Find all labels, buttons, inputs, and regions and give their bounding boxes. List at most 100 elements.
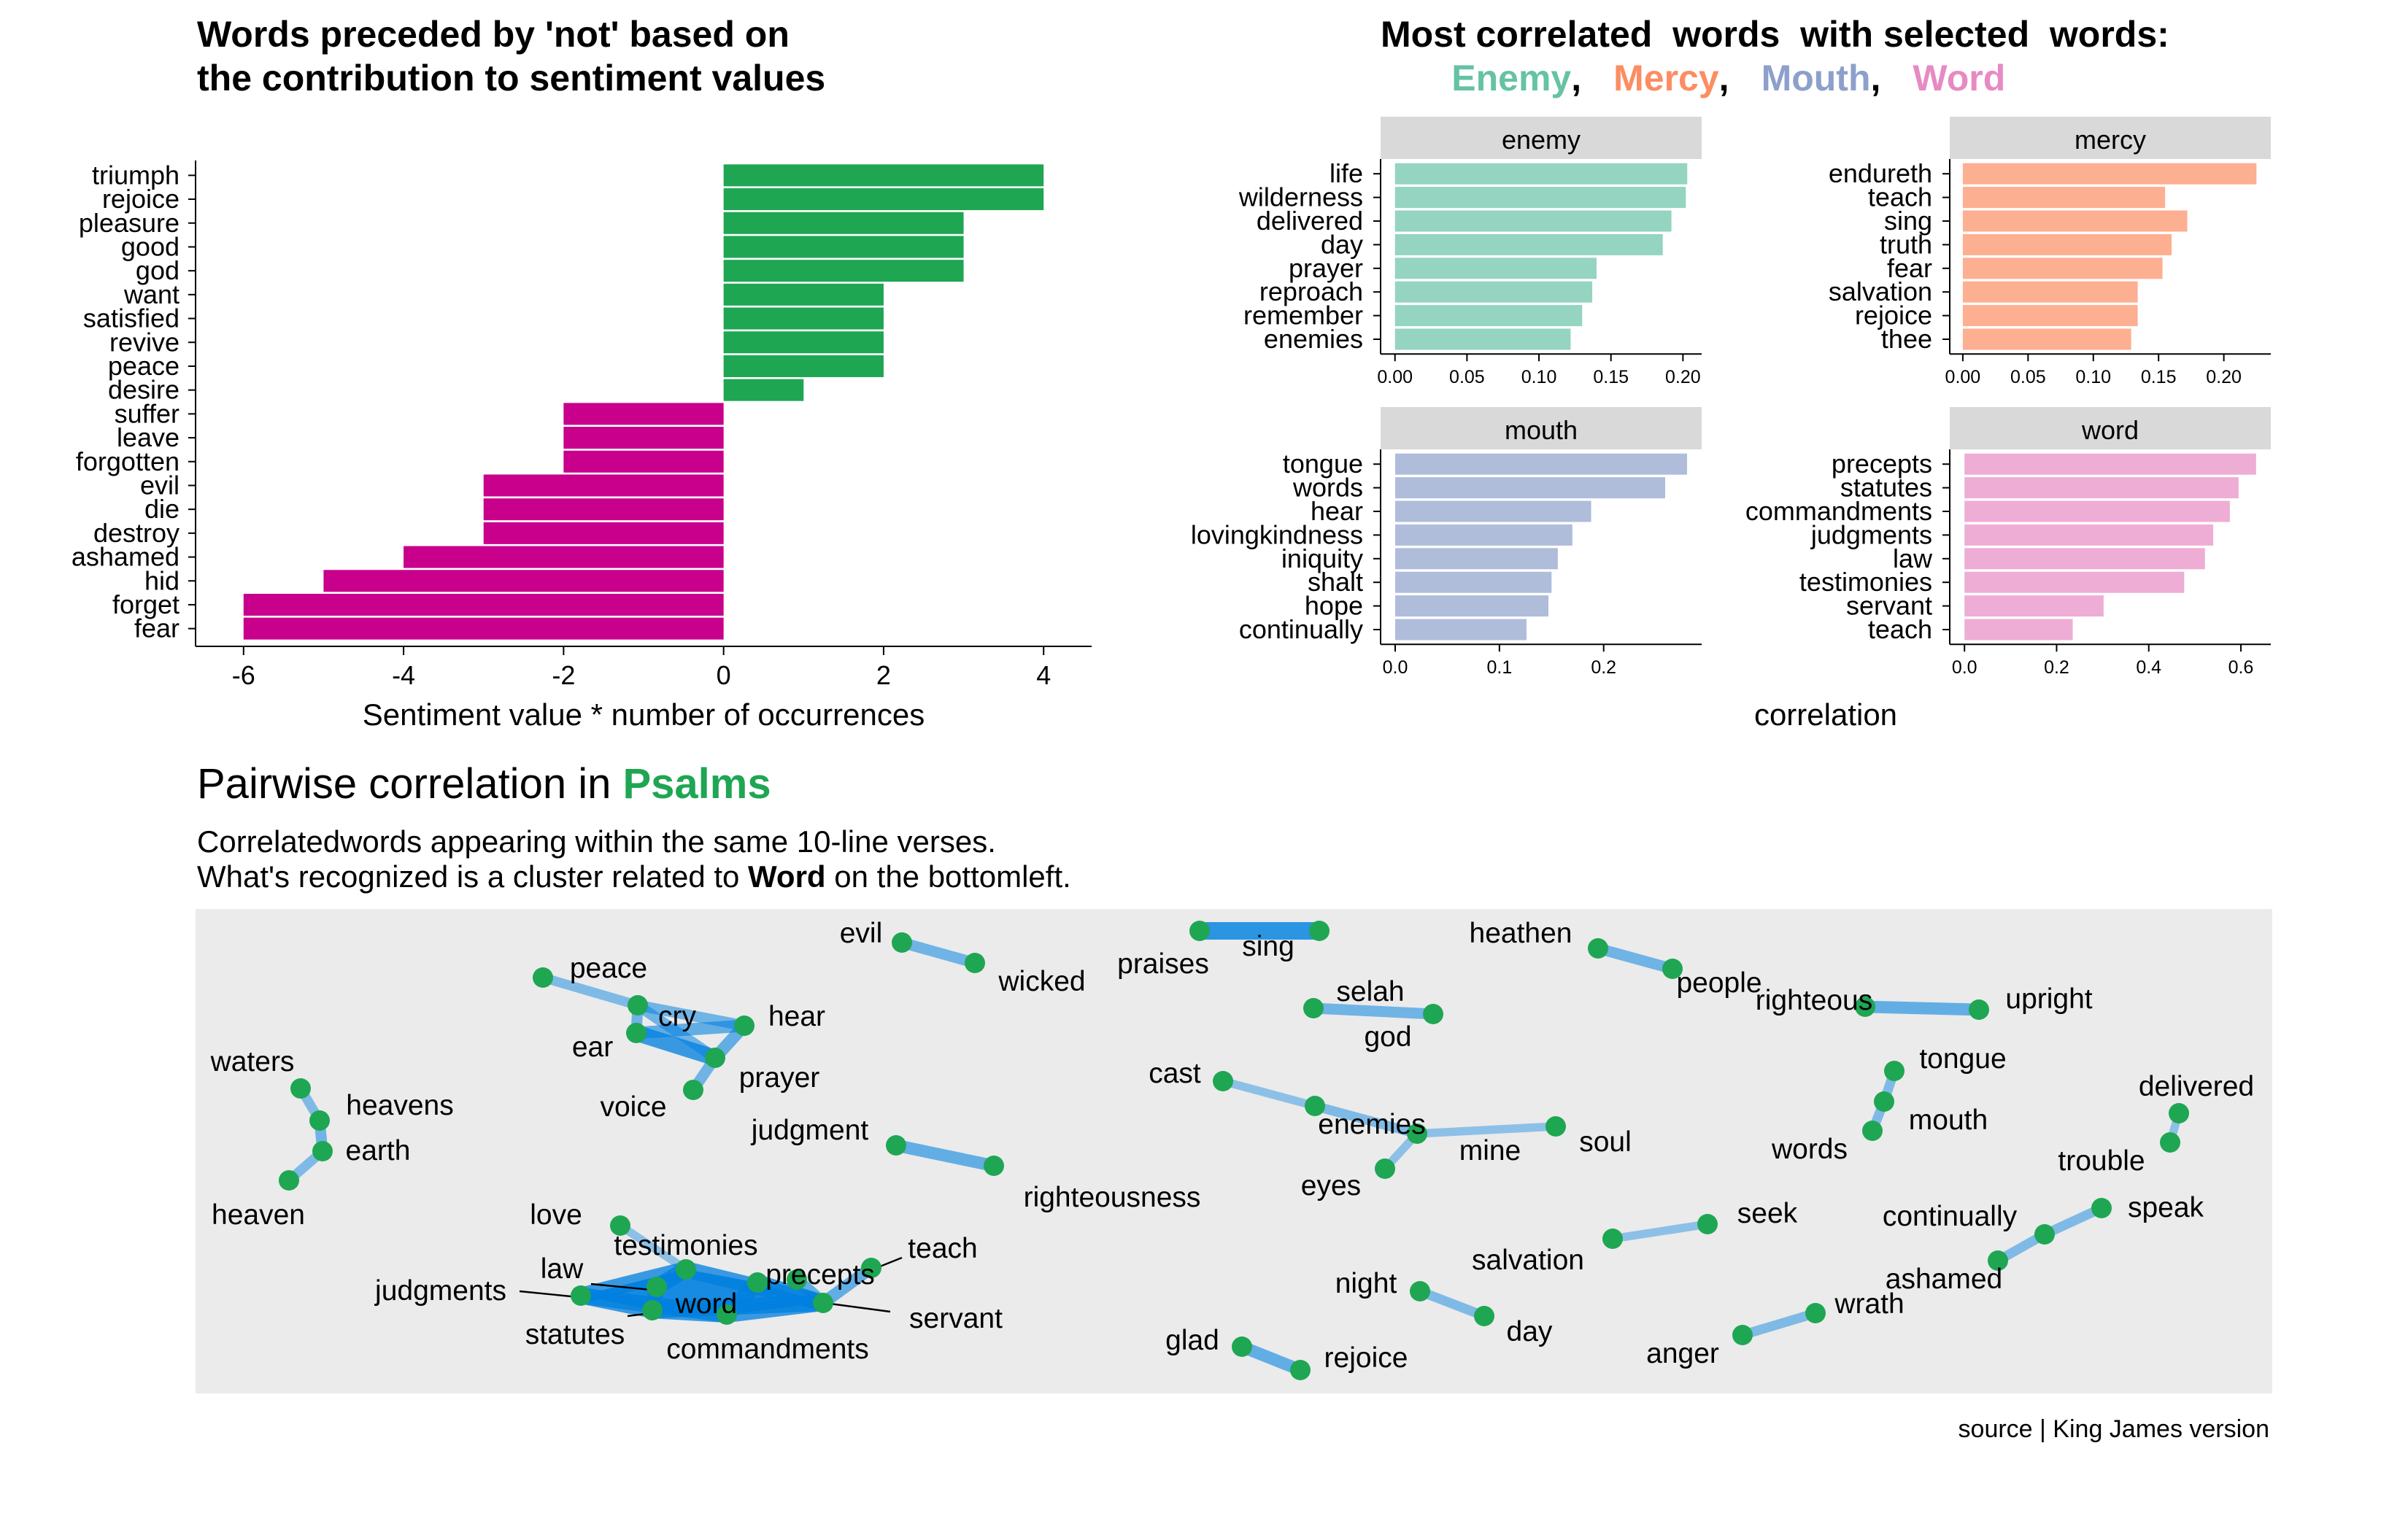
node-heaven — [279, 1170, 299, 1191]
node-label-rejoice: rejoice — [1324, 1342, 1408, 1374]
facet-strip — [1381, 117, 1702, 159]
x-tick-label: 0.15 — [2141, 367, 2177, 387]
y-tick-label-god: god — [136, 255, 180, 285]
node-upright — [1969, 999, 1989, 1020]
bar-mouth-lovingkindness — [1395, 524, 1572, 546]
node-label-night: night — [1335, 1268, 1397, 1299]
node-sing — [1189, 921, 1210, 941]
node-label-waters: waters — [210, 1046, 295, 1078]
y-tick-label-statutes: statutes — [1840, 473, 1932, 503]
bar-mercy-teach — [1962, 187, 2166, 209]
node-label-ashamed: ashamed — [1886, 1264, 2002, 1295]
node-label-love: love — [530, 1199, 582, 1231]
node-label-salvation: salvation — [1472, 1245, 1584, 1276]
left-chart-title-line1: Words preceded by 'not' based on — [197, 14, 790, 55]
node-label-earth: earth — [346, 1135, 411, 1167]
node-word — [717, 1304, 737, 1325]
x-tick-label: 0.6 — [2228, 657, 2254, 678]
y-tick-label-words: words — [1292, 473, 1363, 503]
node-label-commandments: commandments — [666, 1334, 868, 1365]
node-anger — [1732, 1325, 1753, 1345]
node-wrath — [1805, 1303, 1826, 1323]
node-label-cast: cast — [1149, 1058, 1201, 1089]
subtitle-word-enemy: Enemy — [1451, 58, 1571, 98]
subtitle-word-mouth: Mouth — [1761, 58, 1871, 98]
left-chart-x-label: Sentiment value * number of occurrences — [363, 697, 925, 732]
node-label-precepts: precepts — [765, 1259, 875, 1291]
node-label-mine: mine — [1459, 1135, 1521, 1167]
node-label-heathen: heathen — [1470, 918, 1572, 949]
bar-enemy-enemies — [1394, 328, 1571, 350]
y-tick-label-rejoice: rejoice — [102, 184, 180, 214]
bar-mercy-rejoice — [1962, 305, 2138, 327]
facet-word: word preceptsstatutescommandmentsjudgment… — [1745, 407, 2271, 678]
node-glad — [1232, 1336, 1252, 1357]
bar-enemy-wilderness — [1394, 187, 1686, 209]
subtitle-word-mercy: Mercy — [1613, 58, 1719, 98]
bar-mouth-words — [1395, 477, 1665, 499]
node-mouth — [1874, 1091, 1894, 1112]
y-tick-label-thee: thee — [1881, 324, 1932, 354]
node-tongue — [1884, 1061, 1905, 1081]
y-tick-label-suffer: suffer — [115, 398, 180, 428]
left-chart-title-line2: the contribution to sentiment values — [197, 58, 825, 98]
y-tick-label-rejoice: rejoice — [1855, 301, 1932, 330]
bar-die — [483, 498, 724, 521]
bar-mercy-sing — [1962, 210, 2188, 232]
edge-glad-rejoice — [1235, 1340, 1307, 1377]
y-tick-label-triumph: triumph — [92, 160, 180, 190]
bar-mouth-tongue — [1395, 453, 1687, 475]
node-words — [1862, 1121, 1883, 1141]
bar-pleasure — [723, 212, 964, 234]
edge-heathen-people — [1592, 943, 1678, 975]
y-tick-label-commandments: commandments — [1745, 496, 1932, 526]
node-label-tongue: tongue — [1919, 1043, 2006, 1075]
y-tick-label-precepts: precepts — [1832, 449, 1932, 479]
edge-righteous-upright — [1859, 1000, 1986, 1016]
node-label-prayer: prayer — [739, 1062, 820, 1094]
node-label-day: day — [1507, 1316, 1553, 1347]
bar-forget — [243, 593, 724, 616]
node-teach — [861, 1258, 881, 1278]
node-cry — [628, 995, 648, 1015]
bar-want — [723, 283, 884, 306]
network-subtitle-bold: Word — [748, 859, 826, 894]
x-tick-label: -6 — [232, 660, 255, 690]
y-tick-label-revive: revive — [109, 327, 180, 357]
y-tick-label-judgments: judgments — [1810, 519, 1932, 549]
node-label-evil: evil — [840, 918, 883, 949]
node-salvation — [1602, 1229, 1623, 1249]
facet-strip — [1950, 407, 2271, 449]
bar-leave — [563, 427, 724, 449]
edge-night-day — [1415, 1286, 1489, 1321]
node-soul — [1545, 1116, 1566, 1137]
bar-mouth-continually — [1395, 619, 1527, 641]
right-panel: Most correlated words with selected word… — [1191, 14, 2271, 732]
bar-mercy-endureth — [1962, 163, 2257, 185]
edge-seek-salvation — [1608, 1220, 1712, 1243]
bar-word-teach — [1964, 619, 2073, 641]
bar-destroy — [483, 522, 724, 544]
node-label-wrath: wrath — [1834, 1288, 1904, 1320]
facet-strip — [1950, 117, 2271, 159]
edge-evil-wicked — [896, 937, 981, 969]
node-precepts — [813, 1293, 833, 1313]
node-waters — [290, 1078, 311, 1099]
y-tick-label-sing: sing — [1884, 206, 1932, 236]
node-speak — [2091, 1198, 2112, 1218]
right-panel-title: Most correlated words with selected word… — [1381, 14, 2169, 55]
y-tick-label-delivered: delivered — [1257, 206, 1363, 236]
subtitle-separator: , — [1871, 58, 1881, 98]
node-day — [1474, 1306, 1494, 1326]
node-testimonies — [676, 1259, 696, 1280]
edge-selah-god — [1308, 1002, 1439, 1020]
node-servant — [787, 1269, 807, 1290]
y-tick-label-salvation: salvation — [1829, 276, 1932, 306]
node-label-heaven: heaven — [212, 1199, 305, 1231]
y-tick-label-reproach: reproach — [1259, 276, 1363, 306]
network-subtitle-line2: What's recognized is a cluster related t… — [197, 859, 1071, 894]
bar-mouth-shalt — [1395, 571, 1552, 593]
x-tick-label: 0.10 — [1521, 367, 1557, 387]
y-tick-label-endureth: endureth — [1829, 158, 1932, 188]
node-ear — [626, 1023, 647, 1043]
